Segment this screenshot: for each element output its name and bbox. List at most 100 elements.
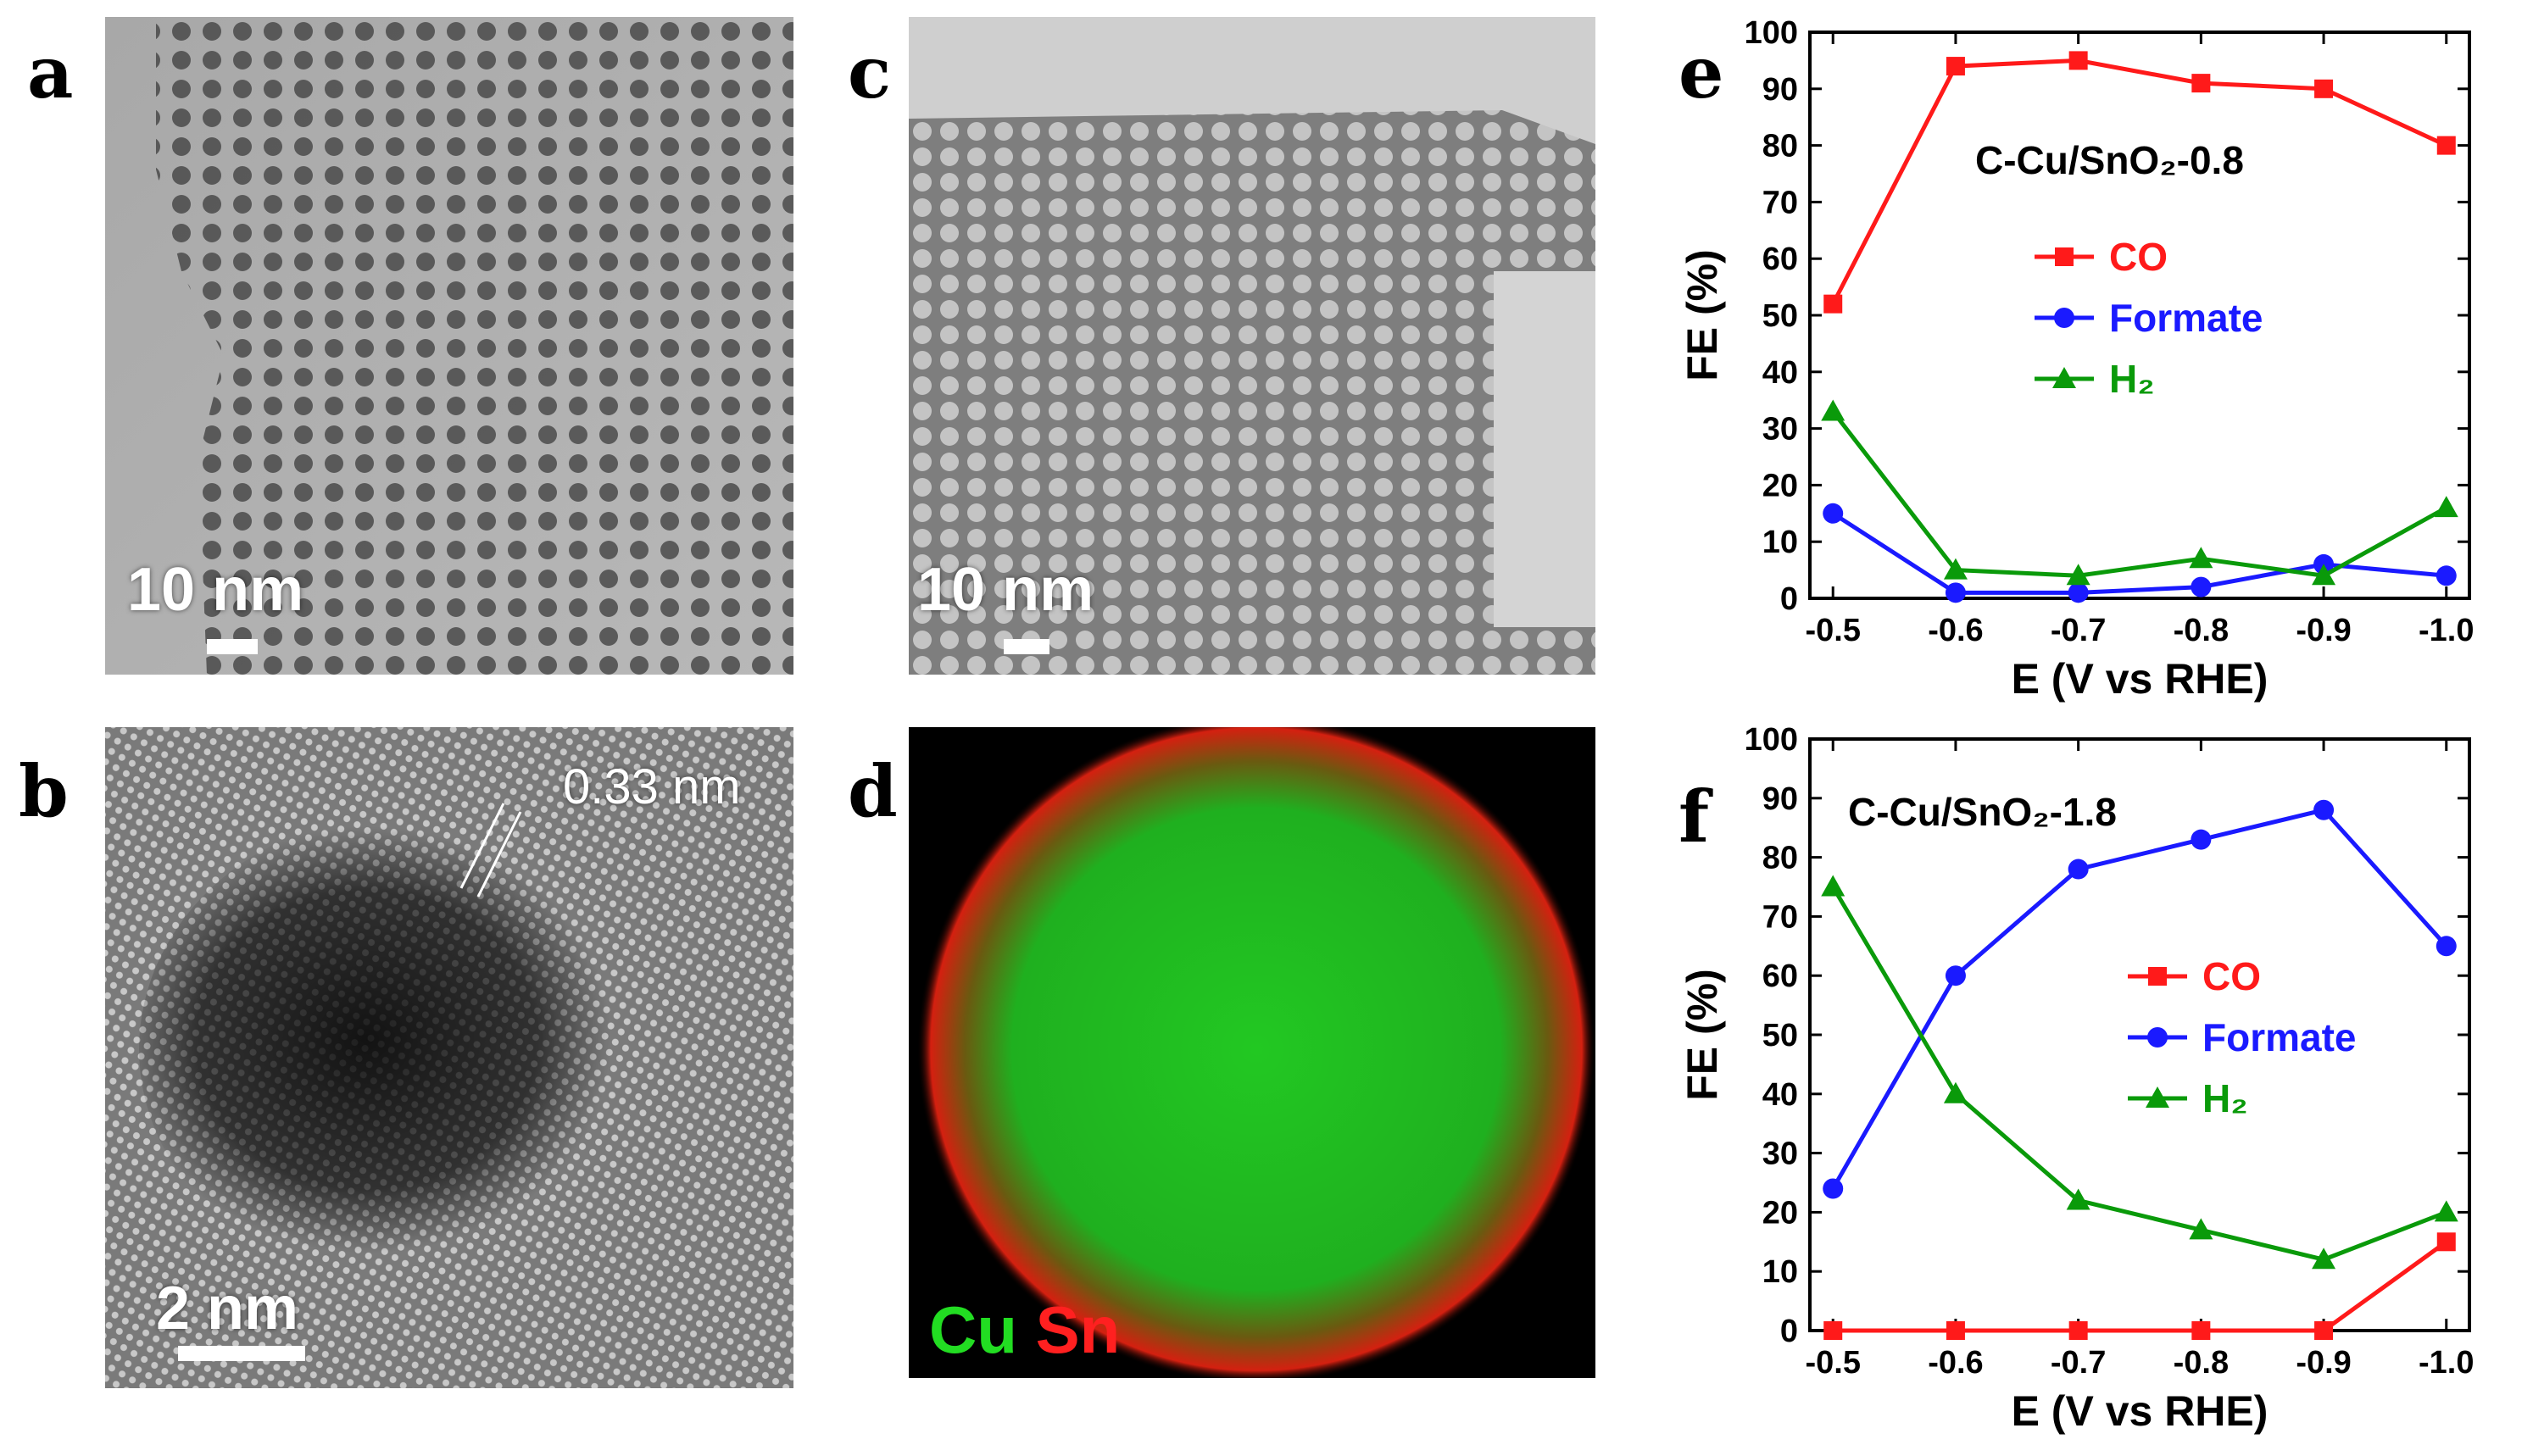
y-tick-label: 30 xyxy=(1762,412,1798,447)
legend-label: Formate xyxy=(2109,296,2263,340)
data-point xyxy=(2068,1321,2088,1340)
y-tick-label: 90 xyxy=(1762,781,1798,817)
x-axis-label: E (V vs RHE) xyxy=(2012,655,2269,703)
legend-marker xyxy=(2052,367,2076,388)
data-point xyxy=(1943,1081,1968,1103)
panel-letter-c: c xyxy=(848,31,892,114)
x-tick-label: -0.8 xyxy=(2174,613,2229,648)
y-tick-label: 70 xyxy=(1762,185,1798,220)
y-tick-label: 50 xyxy=(1762,298,1798,334)
data-point xyxy=(2068,51,2088,70)
data-point xyxy=(2068,582,2089,603)
y-tick-label: 30 xyxy=(1762,1136,1798,1172)
data-point xyxy=(2189,547,2213,569)
data-point xyxy=(2436,136,2456,155)
data-point xyxy=(1823,1321,1843,1340)
legend-label: CO xyxy=(2109,235,2168,279)
data-point xyxy=(1945,582,1966,603)
x-tick-label: -0.9 xyxy=(2296,1345,2351,1381)
data-point xyxy=(2314,1321,2334,1340)
data-point xyxy=(2189,1218,2213,1240)
chart-f: 0 10 20 30 40 50 60 70 80 90 100 -0.5 -0.6 -0.7 -0.8 -0… xyxy=(1678,722,2475,1435)
data-point xyxy=(2434,1200,2458,1222)
hrtem-image-b-graphic xyxy=(105,727,793,1388)
scale-label-c: 10 nm xyxy=(917,556,1094,624)
legend-label: H₂ xyxy=(2202,1076,2248,1120)
data-point xyxy=(1946,57,1965,76)
x-tick-label: -1.0 xyxy=(2419,613,2474,648)
data-point xyxy=(1823,1178,1844,1199)
chart-annotation: C-Cu/SnO₂-1.8 xyxy=(1848,790,2117,834)
y-tick-label: 40 xyxy=(1762,1077,1798,1113)
y-tick-label: 50 xyxy=(1762,1018,1798,1053)
series-line xyxy=(1831,410,2447,578)
legend-label: CO xyxy=(2202,954,2261,998)
y-tick-label: 60 xyxy=(1762,959,1798,994)
y-tick-label: 40 xyxy=(1762,355,1798,391)
x-tick-label: -0.6 xyxy=(1928,1345,1983,1381)
tem-image-a-graphic xyxy=(105,17,793,675)
x-tick-label: -0.7 xyxy=(2051,613,2106,648)
lattice-spacing-label: 0.33 nm xyxy=(563,759,741,814)
y-tick-label: 20 xyxy=(1762,1195,1798,1231)
scale-bar-a xyxy=(207,639,258,654)
data-point xyxy=(2191,1321,2211,1340)
legend-marker xyxy=(2146,1086,2169,1108)
y-tick-label: 60 xyxy=(1762,242,1798,277)
data-point xyxy=(1823,503,1844,524)
data-point xyxy=(2068,859,2089,880)
x-tick-label: -0.6 xyxy=(1928,613,1983,648)
tem-image-a: 10 nm xyxy=(105,17,793,675)
series-line xyxy=(1831,886,2447,1262)
data-point xyxy=(2436,1232,2456,1252)
data-point xyxy=(2191,829,2212,850)
panel-letter-f: f xyxy=(1678,775,1710,859)
legend-marker xyxy=(2055,247,2074,266)
scale-bar-b xyxy=(178,1346,305,1361)
y-tick-label: 0 xyxy=(1780,1314,1798,1349)
series-line xyxy=(1831,58,2447,305)
y-axis-label: FE (%) xyxy=(1678,249,1726,381)
data-point xyxy=(2066,564,2090,586)
scale-label-b: 2 nm xyxy=(156,1275,299,1342)
panel-letter-e: e xyxy=(1678,31,1724,114)
data-point xyxy=(1821,875,1845,897)
y-tick-label: 90 xyxy=(1762,72,1798,108)
scale-bar-c xyxy=(1004,639,1049,654)
data-point xyxy=(1945,965,1966,986)
cu-label: Cu Sn xyxy=(929,1297,1120,1363)
y-tick-label: 20 xyxy=(1762,468,1798,503)
data-point xyxy=(2066,1188,2090,1210)
data-point xyxy=(2313,799,2335,820)
y-tick-label: 100 xyxy=(1745,15,1798,51)
chart-annotation: C-Cu/SnO₂-0.8 xyxy=(1975,138,2244,182)
y-axis-label: FE (%) xyxy=(1678,969,1726,1101)
data-point xyxy=(2314,79,2334,98)
data-point xyxy=(2436,565,2457,586)
x-tick-label: -0.8 xyxy=(2174,1345,2229,1381)
panel-letter-a: a xyxy=(27,31,74,114)
data-point xyxy=(1823,294,1843,314)
panel-letter-d: d xyxy=(848,749,898,833)
series-line xyxy=(1831,807,2448,1190)
data-point xyxy=(1821,399,1845,421)
scale-label-a: 10 nm xyxy=(127,556,304,624)
data-point xyxy=(2434,496,2458,518)
y-tick-label: 80 xyxy=(1762,129,1798,164)
x-tick-label: -1.0 xyxy=(2419,1345,2474,1381)
legend-label: Formate xyxy=(2202,1015,2356,1059)
x-tick-label: -0.5 xyxy=(1805,1345,1860,1381)
panel-letter-b: b xyxy=(19,749,69,833)
data-point xyxy=(2191,576,2212,597)
legend-label: H₂ xyxy=(2109,357,2155,401)
eds-map-d-graphic xyxy=(909,727,1595,1378)
y-tick-label: 80 xyxy=(1762,841,1798,876)
sn-label-text: Sn xyxy=(1035,1292,1121,1367)
x-tick-label: -0.9 xyxy=(2296,613,2351,648)
hrtem-image-b: 0.33 nm 2 nm xyxy=(105,727,793,1388)
series-line xyxy=(1831,511,2447,595)
cu-label-text: Cu xyxy=(929,1292,1017,1367)
y-tick-label: 10 xyxy=(1762,1254,1798,1290)
y-tick-label: 0 xyxy=(1780,581,1798,617)
data-point xyxy=(1943,558,1968,580)
